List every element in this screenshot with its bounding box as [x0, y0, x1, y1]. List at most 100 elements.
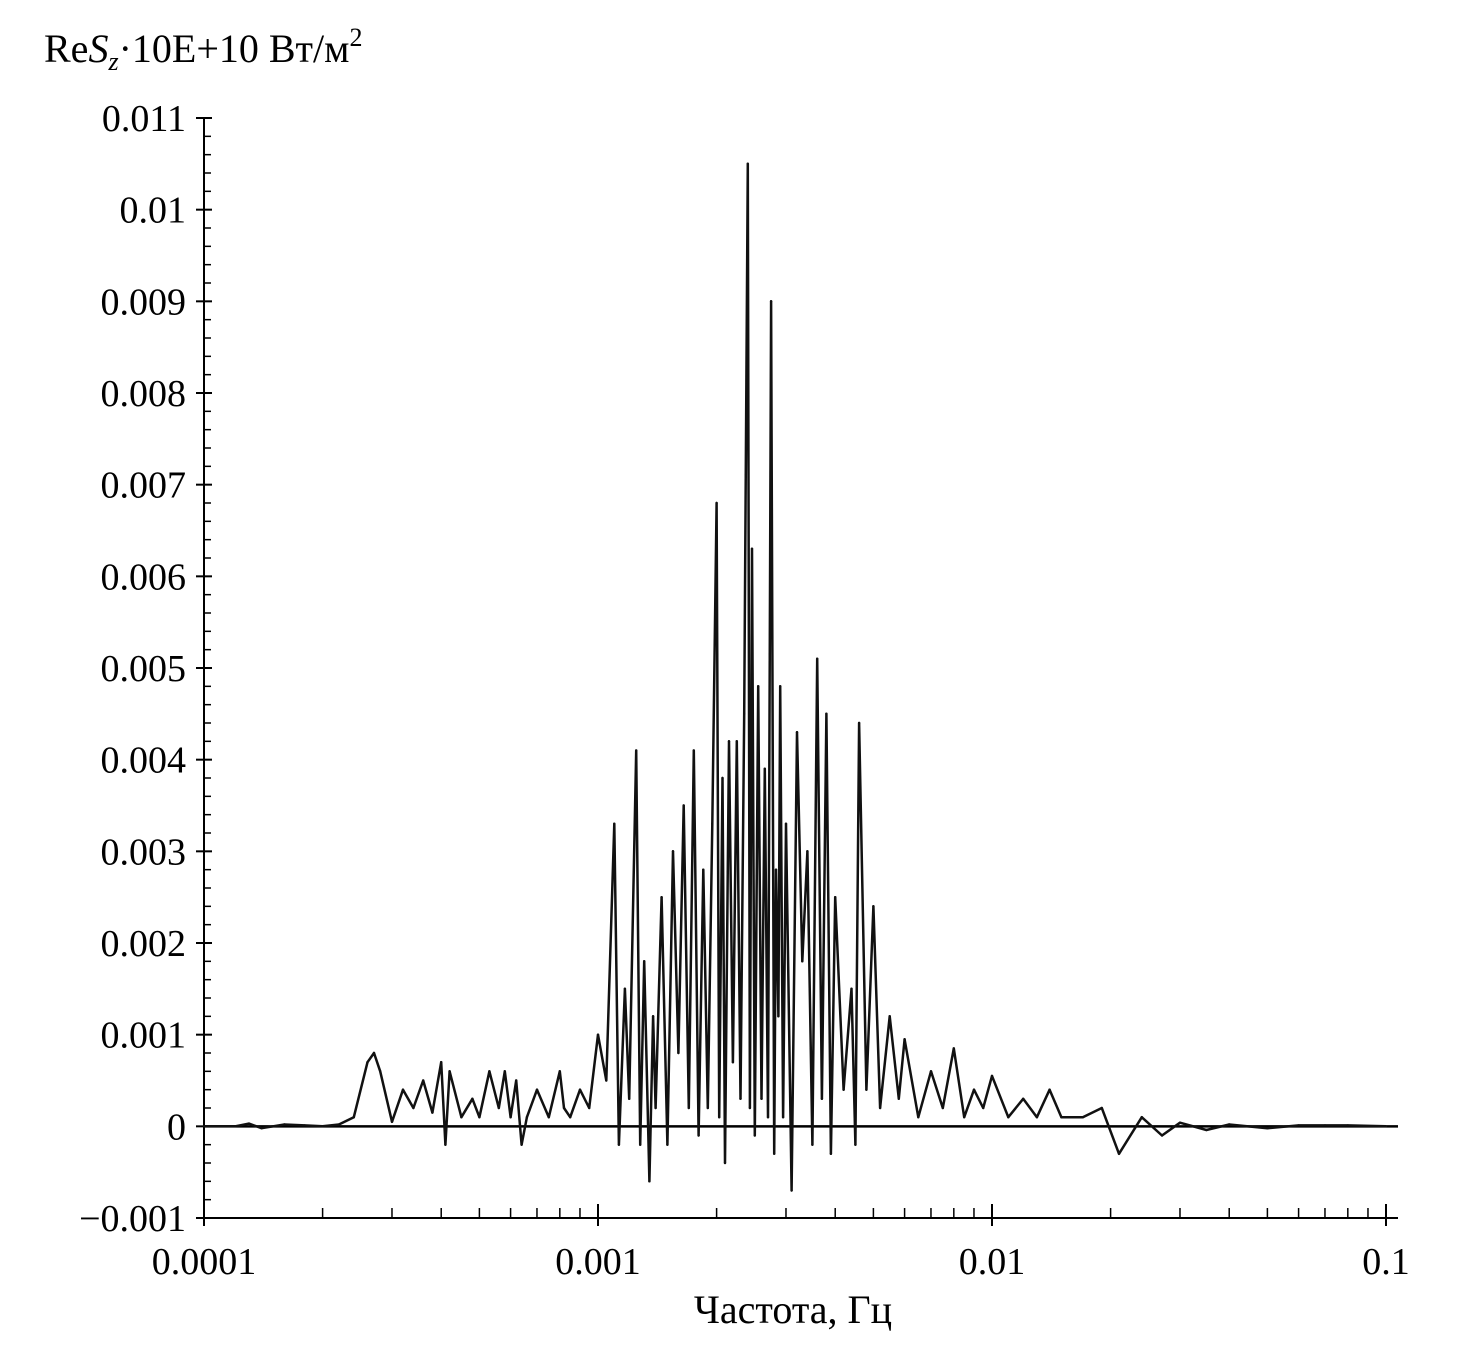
data-point: [784, 822, 788, 825]
data-point: [777, 1015, 780, 1018]
data-point: [718, 1116, 721, 1119]
data-point: [1007, 1116, 1010, 1119]
data-point: [829, 1152, 833, 1156]
data-point: [628, 1097, 631, 1101]
y-axis-label-sup: 2: [349, 23, 363, 52]
y-tick-label: 0.007: [101, 465, 187, 507]
data-point: [760, 1097, 763, 1101]
x-tick-label: 0.01: [959, 1241, 1026, 1283]
data-point: [471, 1097, 474, 1101]
data-point: [1228, 1123, 1231, 1126]
data-point: [401, 1088, 405, 1091]
data-point: [639, 1143, 642, 1146]
data-point: [677, 1051, 680, 1055]
data-point: [648, 1180, 651, 1183]
data-point: [1060, 1116, 1063, 1119]
series-line: [204, 162, 1387, 1192]
data-point: [635, 749, 638, 752]
data-point: [444, 1143, 447, 1146]
data-point: [1205, 1128, 1208, 1132]
axes-group: −0.001 0 0.001 0.002 0.003 0.004 0.005 0.006 0.0…: [79, 98, 1410, 1283]
data-point: [746, 162, 749, 165]
data-point: [763, 767, 766, 770]
data-point: [721, 776, 724, 780]
data-point: [963, 1116, 966, 1119]
x-tick-label: 0.001: [555, 1241, 641, 1283]
y-tick-label: 0.001: [101, 1015, 187, 1057]
data-point: [727, 740, 731, 743]
data-point: [1140, 1116, 1144, 1119]
data-point: [1297, 1124, 1300, 1127]
data-point: [842, 1088, 845, 1091]
data-point: [687, 1106, 690, 1110]
y-axis-label-s: S: [88, 26, 109, 71]
data-point: [617, 1143, 621, 1146]
data-point: [1117, 1152, 1121, 1156]
data-point: [801, 960, 804, 963]
y-axis-label: ReSz·10E+10 Вт/м2: [44, 14, 362, 86]
data-point: [448, 1070, 451, 1073]
data-point: [202, 1125, 206, 1128]
data-point: [1160, 1134, 1164, 1137]
data-point: [706, 1106, 709, 1110]
data-point: [366, 1061, 369, 1064]
data-point: [613, 822, 616, 825]
data-point: [303, 1124, 306, 1127]
data-point: [1323, 1124, 1327, 1127]
data-point: [337, 1123, 341, 1126]
data-point: [735, 740, 738, 743]
data-point: [929, 1070, 933, 1073]
data-point: [888, 1015, 891, 1018]
data-point: [715, 501, 718, 505]
data-point: [897, 1097, 900, 1101]
data-point: [743, 712, 746, 715]
data-point: [769, 300, 773, 303]
data-point: [497, 1106, 500, 1110]
x-axis-label: Частота, Гц: [693, 1287, 893, 1332]
y-tick-label: 0: [167, 1106, 186, 1148]
y-tick-label: 0.011: [102, 98, 186, 140]
data-point: [748, 1106, 752, 1110]
data-point: [731, 1061, 735, 1064]
data-point: [488, 1070, 491, 1073]
data-point: [283, 1123, 286, 1126]
data-point: [535, 1088, 539, 1091]
data-point: [547, 1116, 550, 1119]
data-point: [790, 1189, 793, 1192]
y-tick-label: 0.005: [101, 648, 187, 690]
data-point: [654, 1106, 657, 1110]
data-point: [757, 685, 760, 688]
data-point: [739, 1097, 742, 1101]
y-tick-label: 0.006: [101, 556, 187, 598]
data-point: [781, 1116, 785, 1119]
data-point: [702, 868, 705, 871]
data-point: [596, 1033, 600, 1036]
data-point: [605, 1079, 608, 1082]
data-point: [1022, 1097, 1025, 1101]
data-point: [478, 1116, 481, 1119]
y-tick-label: 0.01: [120, 190, 187, 232]
data-point: [623, 987, 627, 990]
data-point: [558, 1070, 561, 1073]
y-tick-label: −0.001: [79, 1198, 186, 1240]
data-point: [390, 1120, 394, 1124]
data-point: [779, 685, 782, 688]
data-point: [903, 1038, 906, 1041]
data-point: [1266, 1127, 1269, 1130]
data-point: [562, 1106, 566, 1110]
data-point: [1384, 1125, 1388, 1128]
data-point: [1100, 1106, 1104, 1110]
data-point: [865, 1088, 868, 1091]
data-point: [753, 1134, 756, 1137]
data-point: [982, 1106, 985, 1110]
data-point: [711, 822, 714, 825]
x-tick-label: 0.1: [1362, 1241, 1410, 1283]
data-point: [643, 960, 646, 963]
data-point: [952, 1047, 955, 1050]
data-point: [917, 1116, 920, 1119]
data-point: [503, 1070, 506, 1073]
data-point: [247, 1122, 251, 1125]
data-point: [671, 850, 675, 853]
data-point: [520, 1143, 523, 1146]
data-point: [692, 749, 695, 752]
